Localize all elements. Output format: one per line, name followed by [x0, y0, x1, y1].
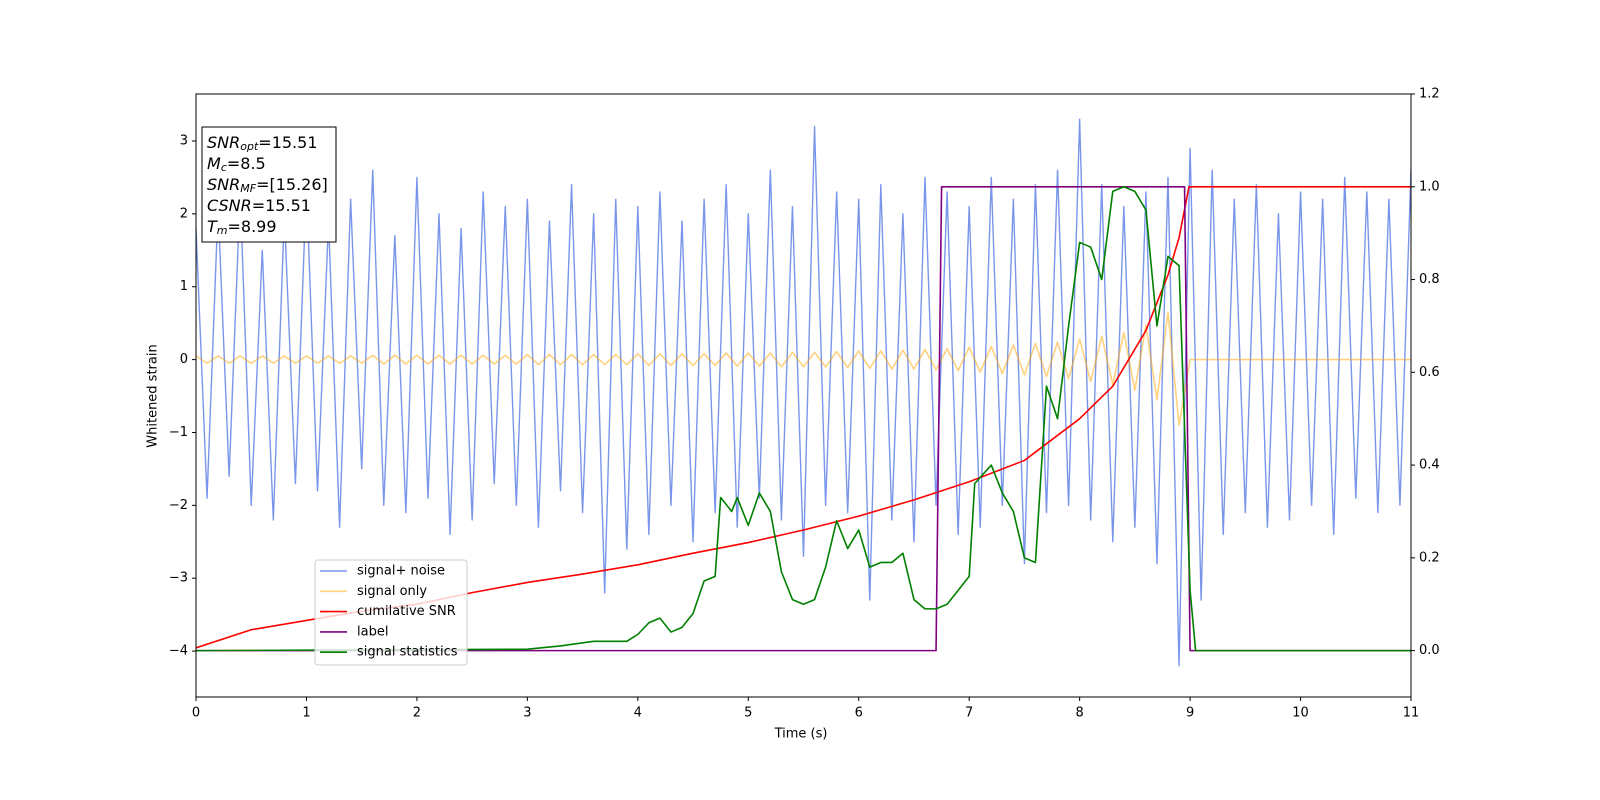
- annotation-line: Tm=8.99: [207, 217, 277, 238]
- x-tick-label: 10: [1292, 706, 1309, 721]
- y2-tick-label: 0.6: [1419, 365, 1440, 380]
- series-line: [196, 185, 1411, 652]
- annotation-line: CSNR=15.51: [207, 196, 311, 215]
- y-tick-label: 0: [180, 352, 188, 367]
- x-tick-label: 5: [744, 706, 752, 721]
- annotation-subscript: m: [217, 224, 228, 237]
- annotation-symbol: T: [207, 217, 218, 236]
- x-tick-label: 9: [1186, 706, 1194, 721]
- y-axis-label: Whitened strain: [146, 344, 161, 447]
- y2-tick-label: 1.0: [1419, 179, 1440, 194]
- legend-label: cumilative SNR: [357, 604, 456, 619]
- annotation-frame: [201, 126, 337, 243]
- legend-label: signal+ noise: [357, 564, 445, 579]
- y-tick-label: −4: [169, 644, 188, 659]
- annotation-symbol: SNR: [207, 175, 240, 194]
- y-tick-label: −2: [169, 498, 188, 513]
- series-line: [196, 118, 1411, 667]
- x-tick-label: 1: [302, 706, 310, 721]
- y-tick-label: 3: [180, 134, 188, 149]
- annotation-value: =15.51: [252, 196, 311, 215]
- y-tick-label: −1: [169, 425, 188, 440]
- x-tick-label: 0: [192, 706, 200, 721]
- y2-tick-label: 1.2: [1419, 87, 1440, 102]
- y2-tick-label: 0.0: [1419, 643, 1440, 658]
- series-line: [196, 311, 1411, 426]
- x-tick-label: 11: [1403, 706, 1420, 721]
- legend-label: signal statistics: [357, 645, 458, 660]
- legend-label: signal only: [357, 584, 427, 599]
- x-tick-label: 2: [413, 706, 421, 721]
- y2-tick-label: 0.2: [1419, 550, 1440, 565]
- x-tick-label: 8: [1075, 706, 1083, 721]
- annotation-value: =15.51: [258, 133, 317, 152]
- legend-box: [314, 559, 468, 666]
- legend: signal+ noise signal only cumilative SNR la…: [314, 559, 468, 666]
- legend-label: label: [357, 624, 388, 639]
- annotation-box: SNRopt=15.51Mc=8.5SNRMF=[15.26]CSNR=15.5…: [201, 126, 337, 243]
- annotation-line: Mc=8.5: [207, 154, 266, 175]
- x-axis-label: Time (s): [774, 727, 828, 742]
- annotation-subscript: opt: [240, 140, 259, 153]
- annotation-symbol: CSNR: [207, 196, 252, 215]
- annotation-symbol: M: [207, 154, 221, 173]
- x-tick-label: 3: [523, 706, 531, 721]
- annotation-value: =8.5: [227, 154, 266, 173]
- y-tick-label: −3: [169, 571, 188, 586]
- annotation-line: SNRMF=[15.26]: [207, 175, 328, 196]
- annotation-subscript: MF: [240, 182, 256, 195]
- x-tick-label: 7: [965, 706, 973, 721]
- y-tick-label: 1: [180, 279, 188, 294]
- y2-tick-label: 0.8: [1419, 272, 1440, 287]
- x-tick-label: 4: [634, 706, 642, 721]
- y2-tick-label: 0.4: [1419, 458, 1440, 473]
- annotation-subscript: c: [221, 161, 227, 174]
- x-tick-label: 6: [855, 706, 863, 721]
- y-tick-label: 2: [180, 206, 188, 221]
- annotation-value: =[15.26]: [256, 175, 328, 194]
- annotation-symbol: SNR: [207, 133, 240, 152]
- annotation-line: SNRopt=15.51: [207, 133, 318, 154]
- annotation-value: =8.99: [228, 217, 277, 236]
- axes-frame: [195, 93, 1412, 698]
